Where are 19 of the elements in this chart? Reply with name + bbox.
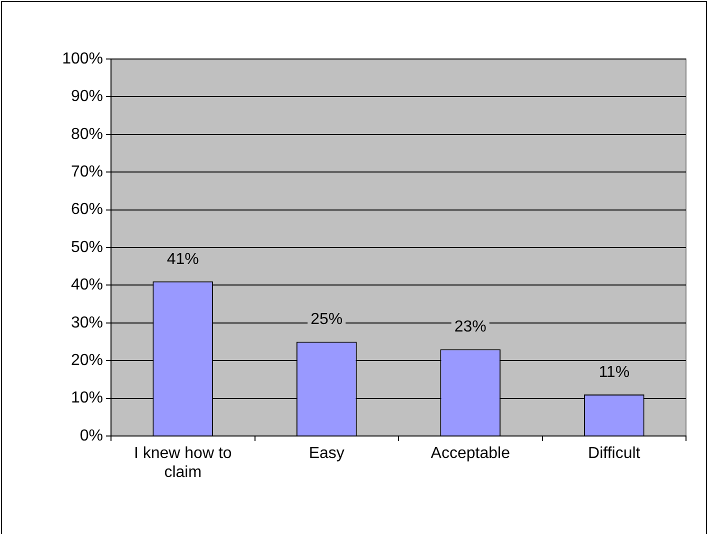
data-label: 23% (454, 318, 486, 336)
y-tick-label: 100% (62, 50, 103, 68)
y-tick-label: 50% (70, 238, 103, 256)
y-tick-label: 20% (70, 352, 103, 370)
y-tick-label: 70% (70, 164, 103, 181)
y-tick-label: 40% (70, 276, 103, 294)
x-tick-label: I knew how to claim (134, 445, 232, 482)
data-label: 41% (166, 250, 199, 268)
y-tick-label: 30% (70, 314, 103, 332)
x-tick-label: Easy (308, 445, 344, 462)
data-label: 11% (598, 364, 630, 381)
y-tick-label: 60% (70, 201, 103, 218)
y-tick-label: 10% (70, 390, 103, 407)
x-tick-label: Difficult (588, 445, 641, 462)
y-tick-label: 80% (70, 126, 103, 143)
y-tick-label: 0% (80, 427, 103, 444)
data-label: 25% (310, 311, 343, 328)
x-tick-label: Acceptable (430, 445, 510, 462)
y-tick-label: 90% (70, 88, 103, 106)
